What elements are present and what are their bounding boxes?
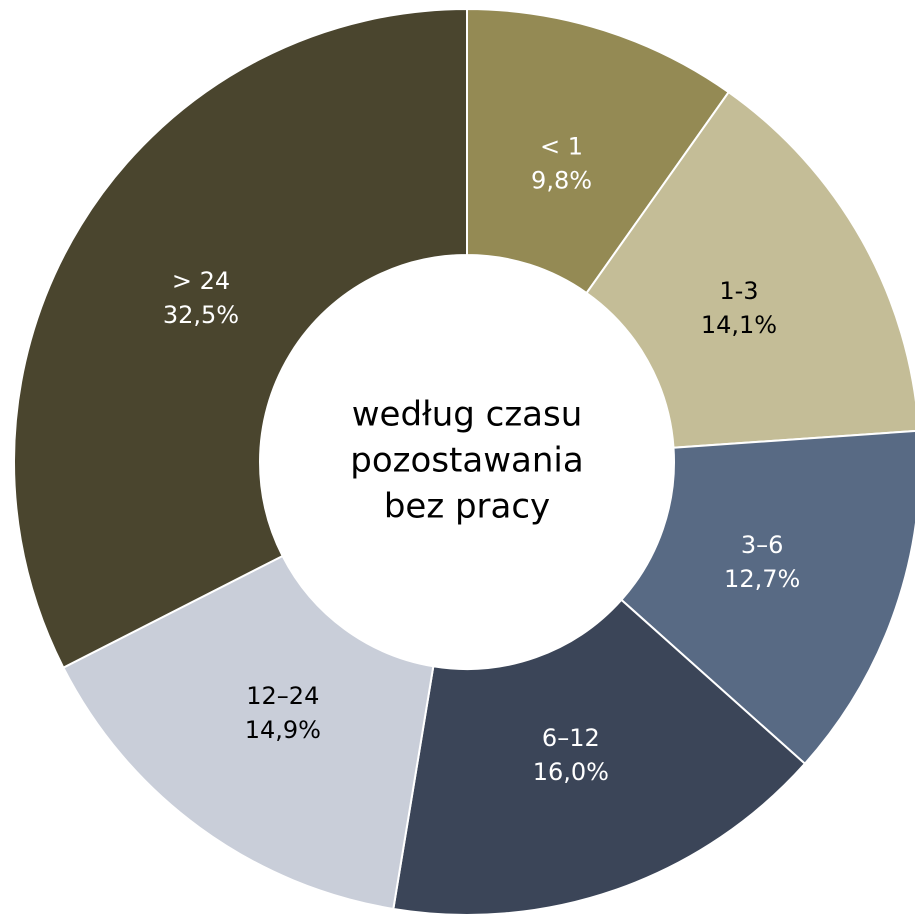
center-text: pozostawania — [350, 441, 583, 481]
slice-category-label: > 24 — [172, 267, 230, 295]
slice-value-label: 16,0% — [533, 758, 609, 786]
center-text: według czasu — [352, 395, 583, 435]
donut-hole — [260, 255, 674, 669]
slice-category-label: 1-3 — [719, 277, 758, 305]
slice-category-label: 3–6 — [741, 531, 784, 559]
center-text: bez pracy — [384, 487, 550, 527]
slice-value-label: 14,1% — [701, 311, 777, 339]
slice-value-label: 12,7% — [724, 565, 800, 593]
slice-category-label: 12–24 — [246, 682, 319, 710]
slice-value-label: 32,5% — [163, 301, 239, 329]
slice-category-label: 6–12 — [542, 724, 600, 752]
slice-value-label: 14,9% — [245, 716, 321, 744]
slice-value-label: 9,8% — [531, 167, 592, 195]
slice-category-label: < 1 — [540, 133, 583, 161]
